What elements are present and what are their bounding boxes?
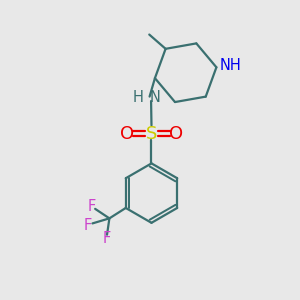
Text: O: O [169,125,183,143]
Text: N: N [150,90,160,105]
Text: H: H [132,90,143,105]
Text: F: F [102,231,111,246]
Text: NH: NH [220,58,242,73]
Text: S: S [146,125,157,143]
Text: F: F [87,199,96,214]
Text: O: O [120,125,134,143]
Text: F: F [84,218,92,233]
